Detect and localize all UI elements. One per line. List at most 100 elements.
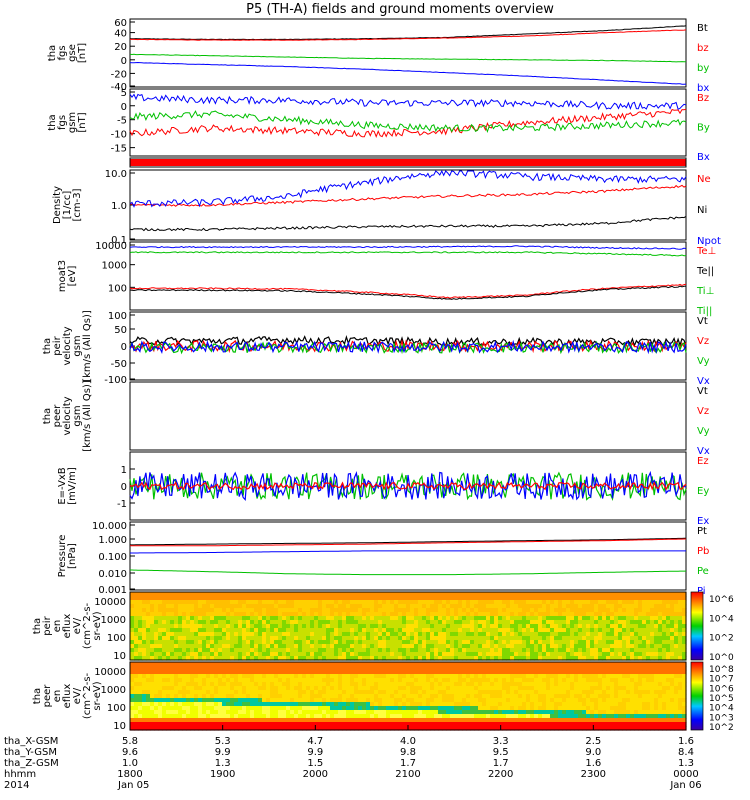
spectrogram-cell <box>390 670 395 675</box>
spectrogram-cell <box>190 612 195 617</box>
spectrogram-cell <box>146 726 151 731</box>
spectrogram-cell <box>510 656 515 661</box>
spectrogram-cell <box>670 644 675 649</box>
spectrogram-cell <box>678 706 683 711</box>
spectrogram-cell <box>230 714 235 719</box>
spectrogram-cell <box>526 726 531 731</box>
y-tick-label: 1 <box>121 465 127 476</box>
spectrogram-cell <box>674 644 679 649</box>
spectrogram-cell <box>666 718 671 723</box>
spectrogram-cell <box>382 674 387 679</box>
spectrogram-cell <box>430 674 435 679</box>
spectrogram-cell <box>266 714 271 719</box>
spectrogram-cell <box>506 718 511 723</box>
spectrogram-cell <box>646 662 651 667</box>
spectrogram-cell <box>362 670 367 675</box>
spectrogram-cell <box>514 722 519 727</box>
spectrogram-cell <box>214 644 219 649</box>
spectrogram-cell <box>270 604 275 609</box>
spectrogram-cell <box>430 670 435 675</box>
spectrogram-cell <box>250 624 255 629</box>
spectrogram-cell <box>594 640 599 645</box>
spectrogram-cell <box>358 718 363 723</box>
spectrogram-cell <box>326 628 331 633</box>
spectrogram-cell <box>282 690 287 695</box>
spectrogram-cell <box>578 616 583 621</box>
spectrogram-cell <box>438 656 443 661</box>
spectrogram-cell <box>170 662 175 667</box>
spectrogram-cell <box>438 628 443 633</box>
spectrogram-cell <box>458 706 463 711</box>
spectrogram-cell <box>626 652 631 657</box>
spectrogram-cell <box>434 608 439 613</box>
spectrogram-cell <box>586 632 591 637</box>
spectrogram-cell <box>290 710 295 715</box>
spectrogram-cell <box>246 694 251 699</box>
spectrogram-cell <box>462 694 467 699</box>
spectrogram-cell <box>638 616 643 621</box>
spectrogram-cell <box>378 674 383 679</box>
spectrogram-cell <box>418 640 423 645</box>
spectrogram-cell <box>634 690 639 695</box>
spectrogram-cell <box>158 632 163 637</box>
spectrogram-cell <box>606 698 611 703</box>
spectrogram-cell <box>474 608 479 613</box>
spectrogram-cell <box>178 628 183 633</box>
spectrogram-cell <box>454 596 459 601</box>
spectrogram-cell <box>390 640 395 645</box>
spectrogram-cell <box>570 652 575 657</box>
spectrogram-cell <box>442 686 447 691</box>
spectrogram-cell <box>150 706 155 711</box>
spectrogram-cell <box>494 604 499 609</box>
spectrogram-cell <box>542 644 547 649</box>
spectrogram-cell <box>518 678 523 683</box>
spectrogram-cell <box>566 670 571 675</box>
spectrogram-cell <box>150 690 155 695</box>
spectrogram-cell <box>586 604 591 609</box>
spectrogram-cell <box>190 656 195 661</box>
spectrogram-cell <box>350 592 355 597</box>
y-tick-label: 0 <box>121 342 127 353</box>
spectrogram-cell <box>142 710 147 715</box>
spectrogram-cell <box>158 682 163 687</box>
spectrogram-cell <box>186 662 191 667</box>
spectrogram-cell <box>446 636 451 641</box>
spectrogram-cell <box>186 694 191 699</box>
spectrogram-cell <box>634 722 639 727</box>
spectrogram-cell <box>258 620 263 625</box>
spectrogram-cell <box>210 644 215 649</box>
spectrogram-cell <box>178 714 183 719</box>
spectrogram-cell <box>406 686 411 691</box>
colorbar-tick-label: 10^6 <box>709 684 734 694</box>
spectrogram-cell <box>222 694 227 699</box>
spectrogram-cell <box>246 628 251 633</box>
spectrogram-cell <box>474 648 479 653</box>
spectrogram-cell <box>310 666 315 671</box>
spectrogram-cell <box>618 632 623 637</box>
spectrogram-cell <box>682 636 687 641</box>
spectrogram-cell <box>642 722 647 727</box>
spectrogram-cell <box>542 678 547 683</box>
spectrogram-cell <box>346 648 351 653</box>
spectrogram-cell <box>130 624 135 629</box>
spectrogram-cell <box>334 612 339 617</box>
spectrogram-cell <box>398 718 403 723</box>
spectrogram-cell <box>190 640 195 645</box>
spectrogram-cell <box>418 632 423 637</box>
spectrogram-cell <box>350 656 355 661</box>
x-tick-label: 9.6 <box>122 747 138 758</box>
spectrogram-cell <box>170 620 175 625</box>
spectrogram-cell <box>254 632 259 637</box>
spectrogram-cell <box>582 670 587 675</box>
spectrogram-cell <box>214 662 219 667</box>
spectrogram-cell <box>674 666 679 671</box>
spectrogram-cell <box>194 726 199 731</box>
spectrogram-cell <box>326 596 331 601</box>
spectrogram-cell <box>358 726 363 731</box>
spectrogram-cell <box>350 666 355 671</box>
legend-Pe: Pe <box>697 566 709 577</box>
spectrogram-cell <box>610 640 615 645</box>
spectrogram-cell <box>266 596 271 601</box>
spectrogram-cell <box>662 600 667 605</box>
spectrogram-cell <box>442 698 447 703</box>
